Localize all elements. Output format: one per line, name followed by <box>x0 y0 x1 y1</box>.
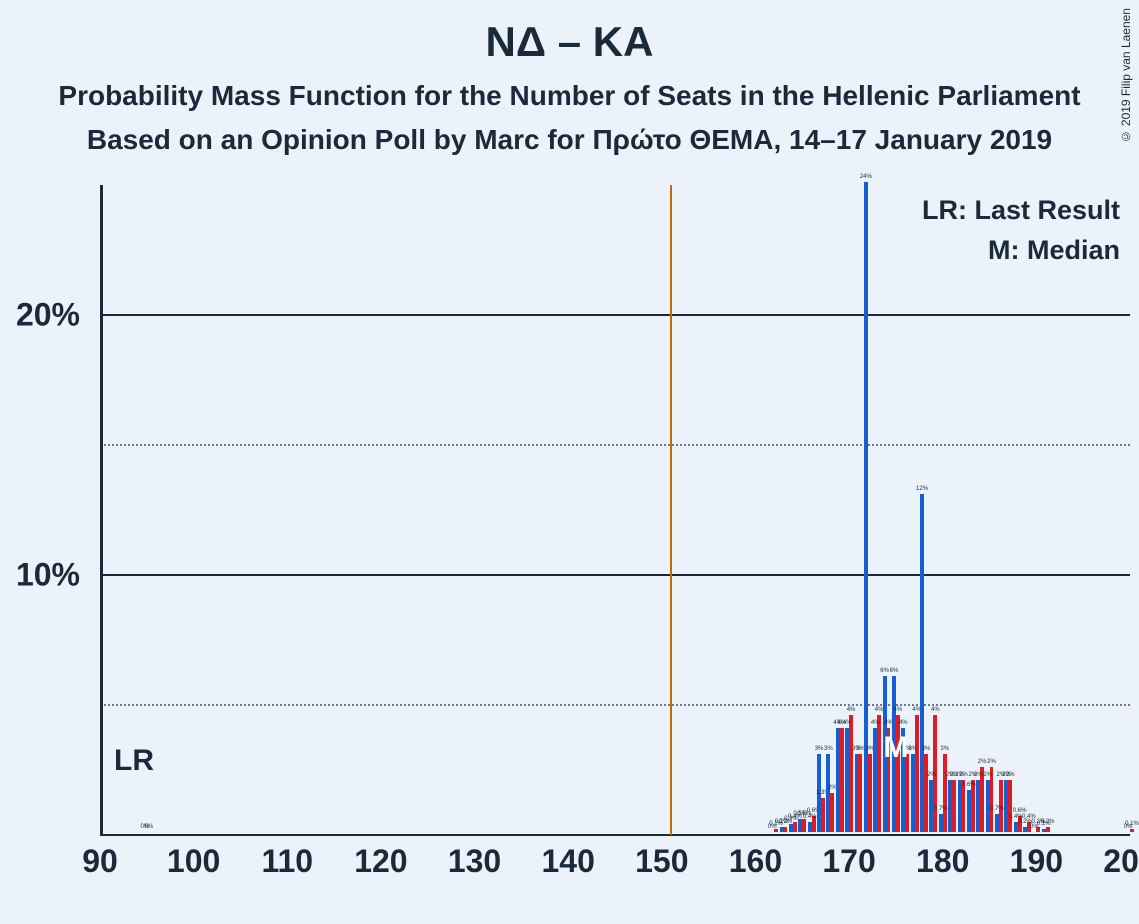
bar-red <box>905 754 909 832</box>
bar-value-label: 2% <box>974 772 983 778</box>
bar-value-label: 6% <box>880 668 889 674</box>
chart-container: ΝΔ – ΚΑ Probability Mass Function for th… <box>0 0 1139 924</box>
bar-red <box>849 715 853 832</box>
x-axis-label: 150 <box>635 843 688 880</box>
bar-red <box>952 780 956 832</box>
bar-value-label: 1.6% <box>962 782 976 788</box>
chart-subtitle-2: Based on an Opinion Poll by Marc for Πρώ… <box>0 124 1139 156</box>
bar-value-label: 0.1% <box>1125 821 1139 827</box>
bar-value-label: 6% <box>890 668 899 674</box>
bar-value-label: 0.7% <box>990 806 1004 812</box>
bar-value-label: 2% <box>927 772 936 778</box>
bar-value-label: 4% <box>847 707 856 713</box>
bar-value-label: 3% <box>940 746 949 752</box>
y-axis-label: 10% <box>16 557 80 594</box>
bar-value-label: 4% <box>894 707 903 713</box>
bar-value-label: 4% <box>931 707 940 713</box>
bar-value-label: 24% <box>860 174 872 180</box>
median-marker-label: M <box>883 731 908 765</box>
copyright-text: © 2019 Filip van Laenen <box>1119 8 1133 143</box>
bar-red <box>830 793 834 832</box>
y-axis-label: 20% <box>16 297 80 334</box>
lr-marker-label: LR <box>114 744 154 778</box>
bar-value-label: 0.2% <box>1041 819 1055 825</box>
chart-subtitle-1: Probability Mass Function for the Number… <box>0 80 1139 112</box>
x-axis-label: 100 <box>167 843 220 880</box>
bar-value-label: 12% <box>916 486 928 492</box>
bar-value-label: 4% <box>871 720 880 726</box>
x-axis-label: 200 <box>1103 843 1139 880</box>
bar-value-label: 3% <box>824 746 833 752</box>
bar-value-label: 2% <box>978 759 987 765</box>
x-axis-label: 140 <box>541 843 594 880</box>
bar-red <box>1046 827 1050 832</box>
bar-red <box>840 728 844 832</box>
bar-red <box>858 754 862 832</box>
bar-value-label: 2% <box>959 772 968 778</box>
x-axis-label: 190 <box>1010 843 1063 880</box>
bar-value-label: 2% <box>987 759 996 765</box>
chart-title: ΝΔ – ΚΑ <box>0 18 1139 66</box>
x-axis-label: 130 <box>448 843 501 880</box>
plot-area: LR: Last Result M: Median 10%20%90100110… <box>100 185 1130 835</box>
bar-value-label: 3% <box>815 746 824 752</box>
bar-value-label: 2% <box>1006 772 1015 778</box>
bar-blue <box>864 182 868 832</box>
bar-red <box>877 715 881 832</box>
bar-value-label: 0.4% <box>803 814 817 820</box>
bar-red <box>802 819 806 832</box>
bar-red <box>924 754 928 832</box>
bar-red <box>784 827 788 832</box>
x-axis-label: 120 <box>354 843 407 880</box>
bar-value-label: 3% <box>922 746 931 752</box>
bar-value-label: 0% <box>144 824 153 830</box>
x-axis-label: 170 <box>822 843 875 880</box>
x-axis-label: 90 <box>82 843 118 880</box>
bar-value-label: 4% <box>899 720 908 726</box>
bar-red <box>821 798 825 832</box>
x-axis-label: 160 <box>729 843 782 880</box>
x-axis-label: 110 <box>261 843 313 880</box>
bar-red <box>915 715 919 832</box>
bar-value-label: 3% <box>908 746 917 752</box>
bar-red <box>1008 780 1012 832</box>
bar-red <box>793 822 797 832</box>
x-axis-label: 180 <box>916 843 969 880</box>
bars-layer: 0%0.1%0.2%0.2%0.3%0.4%0.5%0.5%0.4%0.6%3%… <box>100 182 1130 832</box>
bar-value-label: 2% <box>983 772 992 778</box>
bar-red <box>943 754 947 832</box>
bar-value-label: 0.7% <box>934 806 948 812</box>
bar-red <box>868 754 872 832</box>
gridline-major <box>100 834 1130 836</box>
bar-value-label: 4% <box>843 720 852 726</box>
